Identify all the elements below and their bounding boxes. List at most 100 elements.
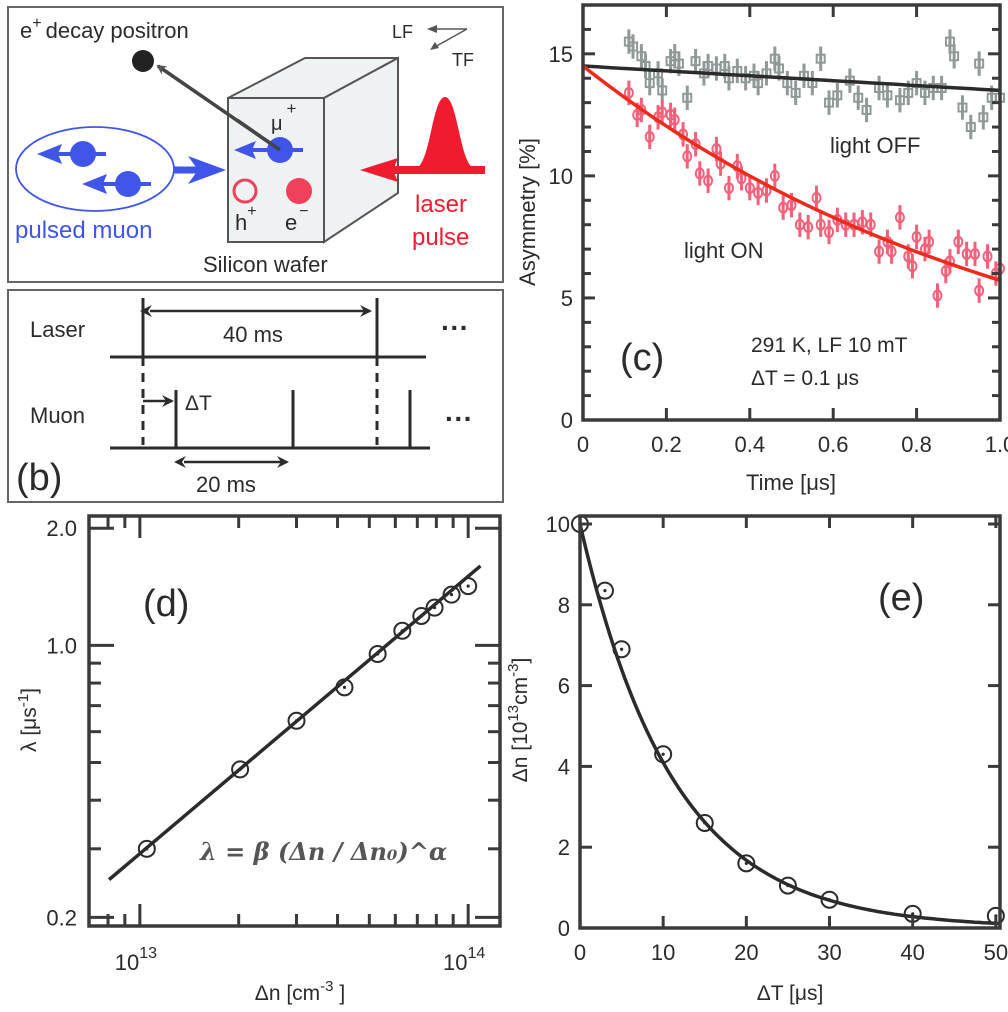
data-point-light-on <box>953 235 964 248</box>
data-point-center <box>449 593 454 597</box>
electron-dot <box>286 178 312 204</box>
data-point-center <box>603 589 607 593</box>
data-point-center <box>466 584 470 588</box>
y-tick-label: 5 <box>561 286 573 311</box>
data-point <box>737 854 756 873</box>
legend-light-on: light ON <box>684 238 763 263</box>
y-tick-label: 0 <box>561 408 573 433</box>
y-axis-label: λ [μs-1] <box>15 688 41 752</box>
data-point-light-off <box>690 56 701 67</box>
tf-label: TF <box>452 50 474 70</box>
data-point-light-off <box>753 78 764 89</box>
data-point-center <box>619 647 624 651</box>
formula: λ = β (Δn / Δn₀)^α <box>199 837 447 866</box>
data-point <box>459 577 478 596</box>
data-point-light-off <box>824 97 835 108</box>
muon-row-label: Muon <box>30 403 85 428</box>
x-axis-label: Δn [cm-3 ] <box>255 978 345 1005</box>
data-point-center <box>419 614 423 618</box>
laser-row-label: Laser <box>30 317 85 342</box>
pulse-label: pulse <box>412 224 469 251</box>
data-point-light-off <box>861 104 872 115</box>
data-point-center <box>294 719 299 723</box>
y-tick-label: 1.0 <box>46 633 77 658</box>
laser-ellipsis: ··· <box>441 312 469 343</box>
data-point-center <box>400 629 404 633</box>
data-point <box>695 813 714 832</box>
panel-a-schematic: e+ decay positron μ+ h+ e − <box>7 6 504 283</box>
silicon-wafer-cube <box>227 56 399 244</box>
fit-line-light-off <box>582 64 1001 93</box>
data-point <box>368 645 387 664</box>
data-point-light-off <box>903 87 914 98</box>
fit-line <box>107 564 482 881</box>
x-tick-label: 1013 <box>115 945 157 975</box>
data-point-light-off <box>773 63 784 74</box>
y-tick-label: 6 <box>558 674 570 699</box>
data-point-center <box>744 861 748 865</box>
y-axis-label: Asymmetry [%] <box>515 138 540 286</box>
data-point <box>595 581 614 600</box>
data-point-light-on <box>682 150 693 163</box>
data-point <box>393 621 412 640</box>
panel-d-relaxation-rate-chart: 0.2 1.0 2.0 1013 1014 λ [μs-1] Δn [cm-3 ] (d… <box>15 514 502 1005</box>
y-tick-label: 10 <box>546 512 570 537</box>
y-tick-label: 8 <box>558 593 570 618</box>
panel-c-asymmetry-chart: 0 5 10 15 0 0.2 0.4 0.6 0.8 1.0 Asymmetry [%] Tim… <box>515 3 1008 495</box>
data-point-light-on <box>711 143 722 156</box>
y-tick-label: 15 <box>549 42 573 67</box>
data-point-center <box>342 685 347 689</box>
data-point-center <box>911 912 915 916</box>
data-point-light-off <box>965 122 976 133</box>
x-tick-label: 40 <box>900 940 924 965</box>
y-tick-label: 2 <box>558 835 570 860</box>
panel-e-carrier-density-chart: 0 2 4 6 8 10 0 10 20 30 40 50 Δn [1013cm-3] ΔT [μs]… <box>505 512 1008 1005</box>
silicon-wafer-label: Silicon wafer <box>203 252 328 277</box>
data-point-center <box>432 606 437 610</box>
data-point-center <box>661 752 665 756</box>
data-point-center <box>238 767 242 771</box>
plot-frame <box>578 514 1002 930</box>
data-point-light-on <box>824 226 835 239</box>
y-tick-label: 2.0 <box>46 516 77 541</box>
electron-label: e − <box>285 203 309 235</box>
data-point-light-off <box>628 41 639 52</box>
hole-label: h+ <box>235 203 257 235</box>
panel-d-label: (d) <box>143 583 189 625</box>
x-tick-label: 1.0 <box>985 432 1008 457</box>
data-point-light-on <box>723 182 734 195</box>
data-point-light-off <box>949 51 960 62</box>
positron-dot <box>132 50 154 72</box>
fit-curve-light-on <box>581 64 1001 282</box>
data-point <box>820 890 839 909</box>
muon-beam-arrow <box>174 156 226 184</box>
muon-period-label: 20 ms <box>196 472 256 497</box>
data-point-light-off <box>644 78 655 89</box>
data-point-light-on <box>886 245 897 258</box>
data-point-center <box>786 883 790 888</box>
field-direction-icon <box>427 25 468 50</box>
positron-label: e+ decay positron <box>20 15 189 43</box>
data-point-light-on <box>932 289 943 302</box>
panel-b-timing: Laser Muon 40 ms ΔT 20 ms ··· ··· (b) <box>7 289 504 503</box>
data-point <box>412 606 431 625</box>
x-tick-label: 0 <box>574 940 586 965</box>
data-point-light-on <box>811 191 822 204</box>
legend-light-off: light OFF <box>830 133 920 158</box>
data-point <box>287 711 306 730</box>
data-point-light-off <box>944 36 955 47</box>
y-axis-label: Δn [1013cm-3] <box>505 658 532 783</box>
lf-label: LF <box>392 22 413 42</box>
data-point-light-off <box>673 58 684 69</box>
data-point-light-on <box>907 260 918 273</box>
data-point <box>612 640 631 659</box>
panel-c-label: (c) <box>620 337 664 379</box>
data-point-light-on <box>924 235 935 248</box>
x-tick-label: 0.8 <box>901 432 932 457</box>
timing-lines <box>110 298 430 450</box>
data-point <box>231 760 250 779</box>
laser-period-label: 40 ms <box>223 322 283 347</box>
data-point-light-off <box>832 90 843 101</box>
x-tick-label: 1014 <box>443 945 485 975</box>
